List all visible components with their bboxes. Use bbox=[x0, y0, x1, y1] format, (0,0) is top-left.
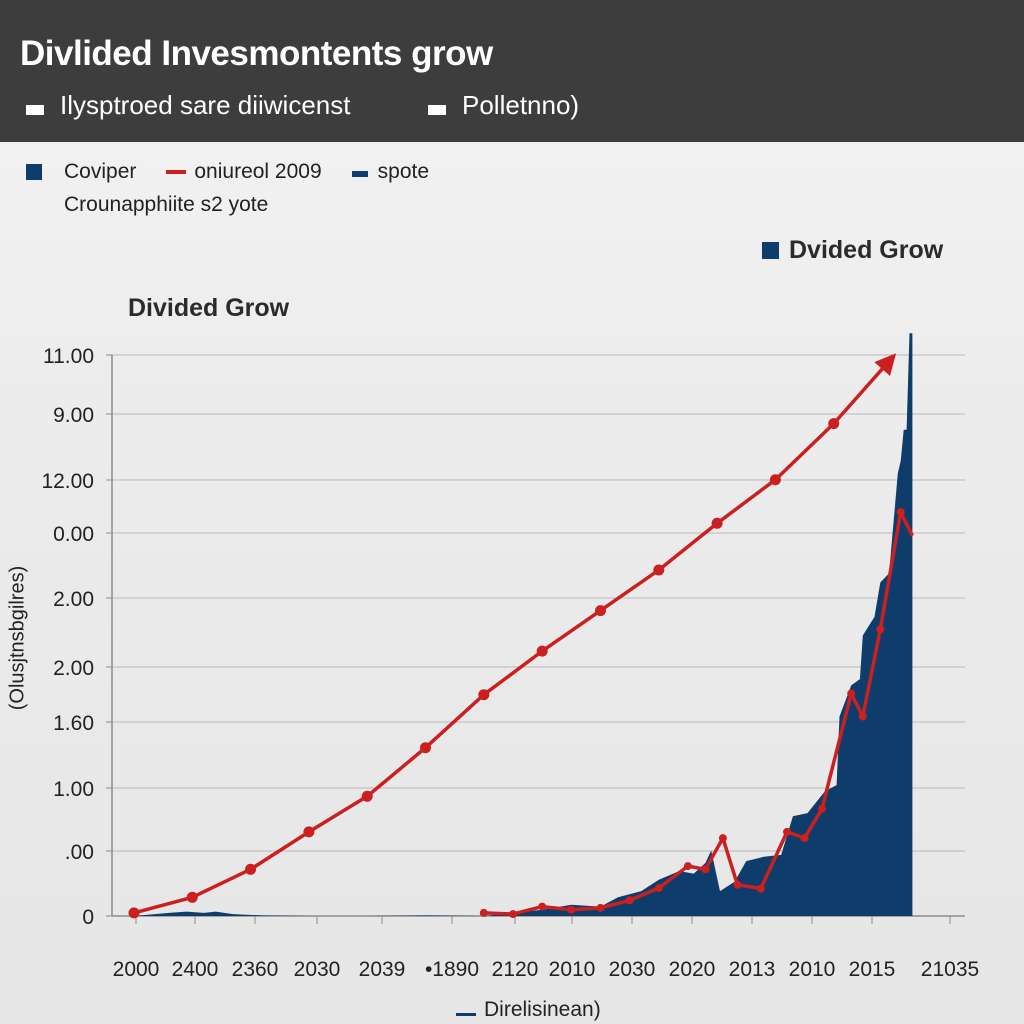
x-axis-title: Direlisinean) bbox=[456, 998, 601, 1022]
data-point bbox=[828, 418, 840, 430]
data-point bbox=[245, 863, 257, 875]
x-tick-label: 2015 bbox=[849, 958, 896, 981]
data-point bbox=[683, 862, 692, 871]
y-tick-label: 2.00 bbox=[53, 657, 94, 680]
header-subtitle-2: Polletnno) bbox=[428, 90, 579, 121]
data-point bbox=[783, 827, 791, 836]
data-point bbox=[701, 865, 710, 874]
x-tick-label: 2039 bbox=[359, 958, 406, 981]
y-tick-label: 1.60 bbox=[53, 712, 94, 735]
x-tick-label: 2030 bbox=[294, 958, 341, 981]
series-swatch-icon bbox=[762, 242, 779, 259]
data-point bbox=[718, 834, 727, 843]
data-point bbox=[876, 625, 885, 634]
x-tick-label: 2120 bbox=[492, 958, 539, 981]
data-point bbox=[711, 517, 723, 529]
x-tick-label: 2360 bbox=[232, 958, 279, 981]
subtitle-marker-icon bbox=[428, 104, 446, 115]
data-point bbox=[567, 905, 576, 914]
y-tick-label: 2.00 bbox=[53, 588, 94, 611]
legend-swatch-thin-icon bbox=[351, 171, 368, 177]
y-tick-label: 1.00 bbox=[53, 778, 94, 801]
header-subtitle-1: Ilysptroed sare diiwicenst bbox=[26, 90, 350, 121]
y-tick-label: 12.00 bbox=[41, 470, 94, 493]
legend-label: spote bbox=[377, 160, 430, 183]
data-point bbox=[858, 712, 867, 721]
y-tick-label: 0.00 bbox=[53, 523, 94, 546]
legend-label: Coviper bbox=[64, 160, 137, 183]
data-point bbox=[595, 605, 606, 617]
legend-subtitle: Crounapphiite s2 yote bbox=[64, 193, 269, 216]
area-series-coviper bbox=[134, 333, 913, 916]
x-axis-title-text: Direlisinean) bbox=[484, 998, 601, 1021]
x-tick-label: 2030 bbox=[609, 958, 656, 981]
data-point bbox=[800, 834, 809, 843]
data-point bbox=[847, 689, 856, 698]
chart-title: Divided Grow bbox=[128, 294, 290, 322]
x-tick-label: 2000 bbox=[113, 958, 160, 981]
data-point bbox=[186, 891, 198, 903]
y-tick-label: 0 bbox=[82, 906, 94, 929]
data-point bbox=[479, 908, 488, 917]
data-point bbox=[478, 689, 490, 701]
data-point bbox=[733, 880, 742, 889]
data-point bbox=[303, 826, 315, 838]
line-series-spote bbox=[483, 510, 914, 916]
x-tick-label: 2010 bbox=[789, 958, 836, 981]
data-point bbox=[654, 884, 663, 892]
series-label-text: Dvided Grow bbox=[789, 236, 944, 264]
x-tick-label: •1890 bbox=[425, 958, 479, 981]
data-point bbox=[769, 474, 781, 486]
chart-legend: Coviper oniureol 2009 spote bbox=[26, 160, 459, 184]
x-tick-label: 21035 bbox=[921, 958, 979, 981]
legend-item-spote[interactable]: spote bbox=[351, 160, 430, 184]
y-tick-label: .00 bbox=[65, 841, 94, 864]
data-point bbox=[538, 902, 547, 911]
line-series-oniureol-2009 bbox=[133, 353, 897, 915]
page-title: Divlided Invesmontents grow bbox=[20, 34, 493, 73]
subtitle-marker-icon bbox=[26, 104, 44, 115]
data-point bbox=[653, 564, 665, 576]
x-tick-label: 2400 bbox=[172, 958, 219, 981]
x-tick-label: 2013 bbox=[729, 958, 776, 981]
y-tick-label: 11.00 bbox=[43, 345, 94, 368]
data-point bbox=[896, 508, 905, 517]
data-point bbox=[128, 907, 140, 919]
data-point bbox=[756, 884, 765, 893]
header-subtitle-1-label: Ilysptroed sare diiwicenst bbox=[60, 90, 351, 120]
x-tick-label: 2020 bbox=[669, 958, 716, 981]
data-point bbox=[361, 790, 373, 802]
legend-item-coviper[interactable]: Coviper bbox=[26, 160, 136, 184]
data-point bbox=[596, 903, 605, 912]
series-label: Dvided Grow bbox=[762, 236, 943, 265]
header-subtitle-2-label: Polletnno) bbox=[462, 90, 580, 120]
data-point bbox=[509, 910, 517, 919]
legend-item-oniureol[interactable]: oniureol 2009 bbox=[166, 160, 322, 184]
legend-swatch-line-icon bbox=[166, 170, 187, 174]
x-tick-label: 2010 bbox=[549, 958, 596, 981]
data-point bbox=[625, 896, 634, 905]
data-point bbox=[420, 742, 431, 754]
legend-swatch-square-icon bbox=[26, 164, 42, 180]
data-point bbox=[536, 645, 548, 657]
header-bar: Divlided Invesmontents grow Ilysptroed s… bbox=[0, 0, 1024, 142]
legend-label: oniureol 2009 bbox=[194, 160, 322, 183]
y-tick-label: 9.00 bbox=[53, 404, 94, 427]
x-axis-marker-icon bbox=[456, 1012, 476, 1016]
data-point bbox=[818, 804, 826, 813]
